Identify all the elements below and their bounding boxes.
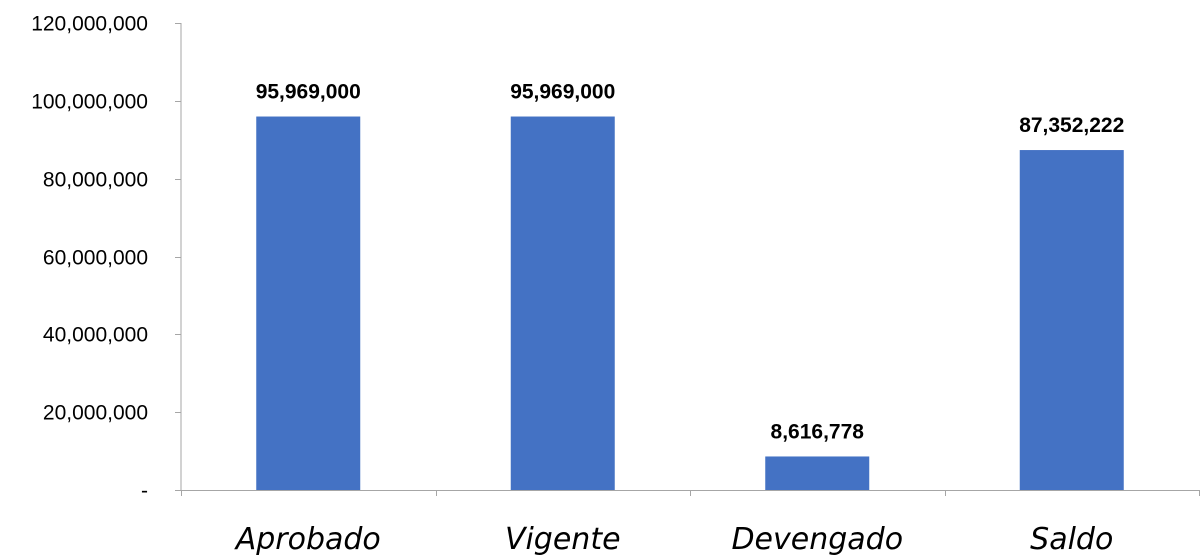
category-label-saldo: Saldo [1030,522,1113,556]
y-tick-label: 100,000,000 [31,91,148,114]
data-labels: 95,969,000 95,969,000 8,616,778 87,352,222 [256,81,1125,444]
bars [256,117,1124,490]
bar-aprobado [256,117,360,490]
data-label-saldo: 87,352,222 [1019,114,1124,137]
category-label-devengado: Devengado [731,522,903,556]
y-tick-label: 60,000,000 [43,247,148,270]
bar-vigente [511,117,615,490]
y-tick-label: 80,000,000 [43,169,148,192]
bar-devengado [765,456,869,490]
bar-saldo [1020,150,1124,490]
y-tick-label: 20,000,000 [43,402,148,425]
y-axis: - 20,000,000 40,000,000 60,000,000 80,000,00… [31,13,181,503]
data-label-vigente: 95,969,000 [510,81,615,104]
y-tick-label: 40,000,000 [43,324,148,347]
x-axis [181,490,1200,496]
category-labels: Aprobado Vigente Devengado Saldo [234,522,1114,556]
data-label-devengado: 8,616,778 [771,420,865,443]
y-tick-label: - [141,480,148,503]
y-tick-label: 120,000,000 [31,13,148,36]
category-label-aprobado: Aprobado [234,522,381,556]
category-label-vigente: Vigente [505,522,621,556]
data-label-aprobado: 95,969,000 [256,81,361,104]
